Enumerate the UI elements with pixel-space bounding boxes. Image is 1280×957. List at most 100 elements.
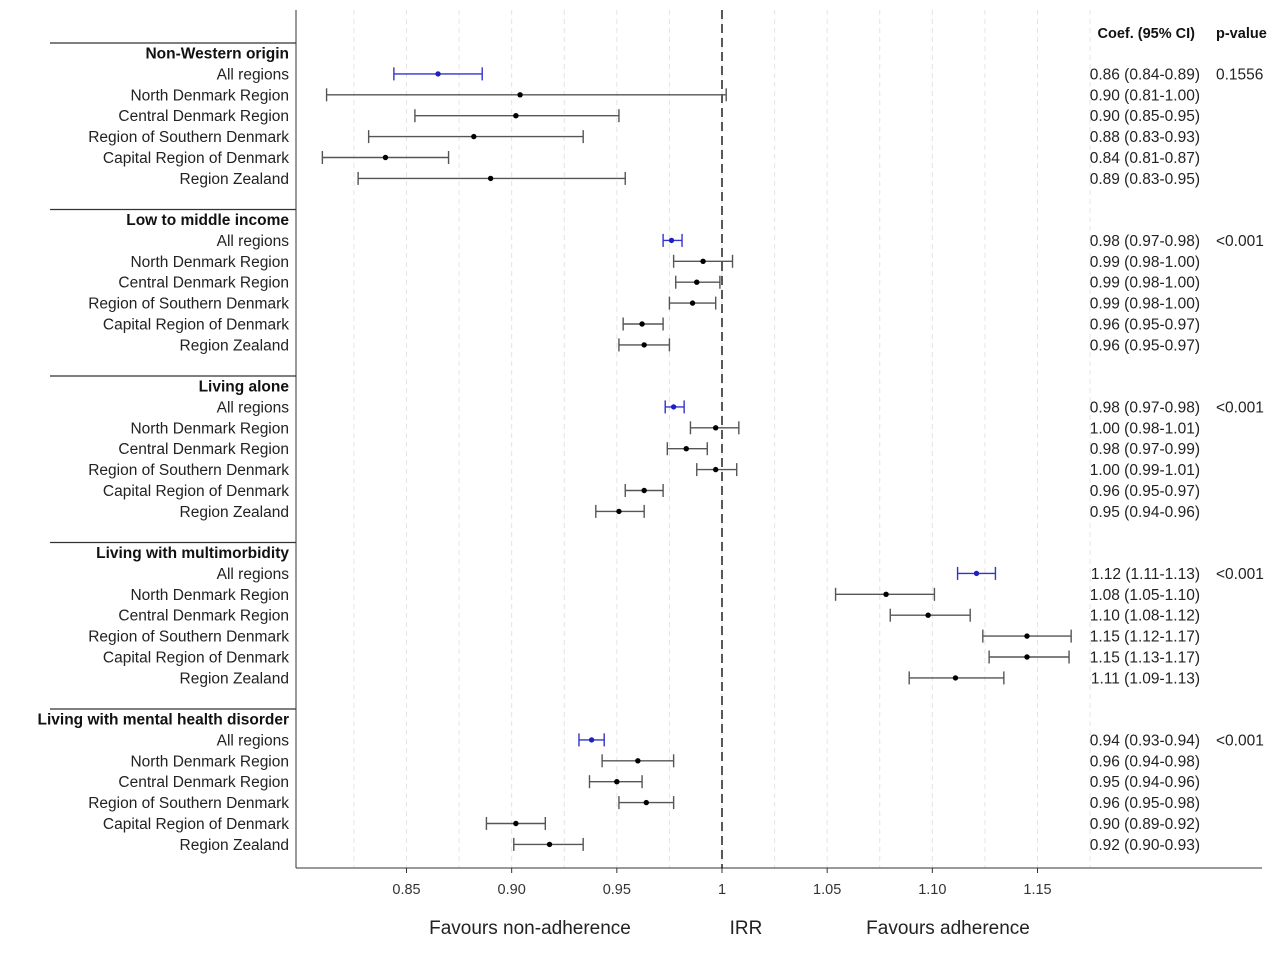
p-value: 0.1556: [1216, 66, 1263, 83]
coef-value: 0.90 (0.85-0.95): [1090, 108, 1200, 125]
point-estimate: [616, 508, 622, 515]
coef-value: 0.99 (0.98-1.00): [1090, 296, 1200, 313]
group-separators: [50, 42, 296, 710]
coef-value: 1.12 (1.11-1.13): [1091, 566, 1200, 583]
row-label: North Denmark Region: [130, 587, 289, 604]
coef-value: 1.15 (1.13-1.17): [1090, 650, 1200, 667]
row-label: Region of Southern Denmark: [88, 629, 289, 646]
point-estimate: [513, 113, 519, 119]
coef-value: 1.15 (1.12-1.17): [1090, 629, 1200, 646]
point-estimate: [382, 154, 389, 161]
coef-value: 0.86 (0.84-0.89): [1090, 66, 1200, 83]
point-estimate: [639, 321, 645, 327]
x-tick-label: 1: [718, 882, 726, 898]
group-title: Living with multimorbidity: [96, 545, 289, 562]
p-value: <0.001: [1216, 399, 1264, 416]
point-estimate: [689, 300, 696, 306]
row-label: Capital Region of Denmark: [103, 317, 289, 334]
coef-value: 0.99 (0.98-1.00): [1090, 254, 1200, 271]
coef-value: 0.95 (0.94-0.96): [1090, 774, 1200, 791]
point-estimate: [883, 591, 889, 597]
row-label: All regions: [217, 732, 290, 749]
x-tick-label: 1.05: [813, 882, 841, 898]
point-estimate: [712, 425, 719, 431]
point-estimate: [435, 71, 441, 77]
point-estimate: [1024, 654, 1030, 660]
x-tick-label: 1.10: [918, 882, 946, 898]
row-label: Region Zealand: [180, 337, 289, 354]
row-label: Central Denmark Region: [118, 774, 289, 791]
point-estimate: [641, 487, 647, 494]
coef-value: 1.00 (0.99-1.01): [1090, 462, 1200, 479]
row-label: Capital Region of Denmark: [103, 483, 289, 500]
coef-column-header: Coef. (95% CI): [1098, 26, 1196, 42]
row-label: Region Zealand: [180, 171, 289, 188]
coef-value: 0.98 (0.97-0.98): [1090, 233, 1200, 250]
group-title: Living alone: [199, 379, 290, 396]
row-label: Region of Southern Denmark: [88, 296, 289, 313]
p-value: <0.001: [1216, 732, 1264, 749]
point-estimate: [952, 675, 959, 681]
point-estimate: [925, 612, 931, 618]
coef-value: 0.84 (0.81-0.87): [1090, 150, 1200, 167]
point-estimate: [670, 404, 677, 410]
x-tick-label: 0.85: [392, 882, 420, 898]
coef-value: 0.96 (0.95-0.97): [1090, 483, 1200, 500]
coef-value: 1.11 (1.09-1.13): [1091, 670, 1200, 687]
row-label: Region Zealand: [180, 670, 289, 687]
point-estimate: [546, 841, 553, 848]
point-estimate: [487, 175, 494, 182]
x-tick-label: 0.95: [603, 882, 631, 898]
row-label: All regions: [217, 399, 290, 416]
coef-value: 0.98 (0.97-0.98): [1090, 399, 1200, 416]
coef-value: 0.90 (0.81-1.00): [1090, 87, 1200, 104]
coef-value: 0.96 (0.95-0.97): [1090, 337, 1200, 354]
point-estimate: [643, 799, 649, 806]
point-estimate: [513, 820, 519, 827]
row-label: Region Zealand: [180, 837, 289, 854]
coef-value: 0.96 (0.95-0.98): [1090, 795, 1200, 812]
row-label: North Denmark Region: [130, 420, 289, 437]
point-estimate: [683, 446, 689, 452]
point-estimate: [588, 737, 595, 743]
point-estimate: [471, 133, 477, 140]
row-label: Capital Region of Denmark: [103, 650, 289, 667]
row-label: All regions: [217, 233, 290, 250]
group-title: Low to middle income: [126, 212, 289, 229]
coef-value: 1.00 (0.98-1.01): [1090, 420, 1200, 437]
row-label: North Denmark Region: [130, 753, 289, 770]
point-estimate: [668, 237, 675, 244]
chart-marks: [321, 67, 1072, 851]
x-axis-ticks: 0.85 0.90 0.95 1 1.05 1.10 1.15: [392, 868, 1052, 898]
favours-adherence-label: Favours adherence: [866, 918, 1030, 939]
x-tick-label: 1.15: [1023, 882, 1051, 898]
favours-non-adherence-label: Favours non-adherence: [429, 918, 631, 939]
row-label: North Denmark Region: [130, 254, 289, 271]
point-estimate: [635, 758, 641, 764]
group-title: Non-Western origin: [145, 46, 289, 63]
point-estimate: [973, 570, 980, 577]
point-estimate: [517, 92, 523, 98]
coef-value: 0.98 (0.97-0.99): [1090, 441, 1200, 458]
coef-value: 1.10 (1.08-1.12): [1090, 608, 1200, 625]
coef-value: 0.96 (0.94-0.98): [1090, 753, 1200, 770]
coef-value: 0.90 (0.89-0.92): [1090, 816, 1200, 833]
value-columns: 0.86 (0.84-0.89) 0.1556 0.90 (0.81-1.00) 0.…: [1090, 66, 1264, 854]
row-label: Central Denmark Region: [118, 275, 289, 292]
p-value: <0.001: [1216, 566, 1264, 583]
point-estimate: [614, 779, 620, 785]
coef-value: 0.99 (0.98-1.00): [1090, 275, 1200, 292]
coef-value: 0.89 (0.83-0.95): [1090, 171, 1200, 188]
row-labels: Non-Western origin All regions North Denma…: [38, 46, 290, 854]
axes: [295, 10, 1262, 869]
row-label: All regions: [217, 66, 290, 83]
row-label: Central Denmark Region: [118, 108, 289, 125]
coef-value: 0.96 (0.95-0.97): [1090, 317, 1200, 334]
point-estimate: [1024, 633, 1030, 639]
row-label: Capital Region of Denmark: [103, 816, 289, 833]
coef-value: 1.08 (1.05-1.10): [1090, 587, 1200, 604]
p-value: <0.001: [1216, 233, 1264, 250]
coef-value: 0.92 (0.90-0.93): [1090, 837, 1200, 854]
coef-value: 0.94 (0.93-0.94): [1090, 732, 1200, 749]
coef-value: 0.88 (0.83-0.93): [1090, 129, 1200, 146]
